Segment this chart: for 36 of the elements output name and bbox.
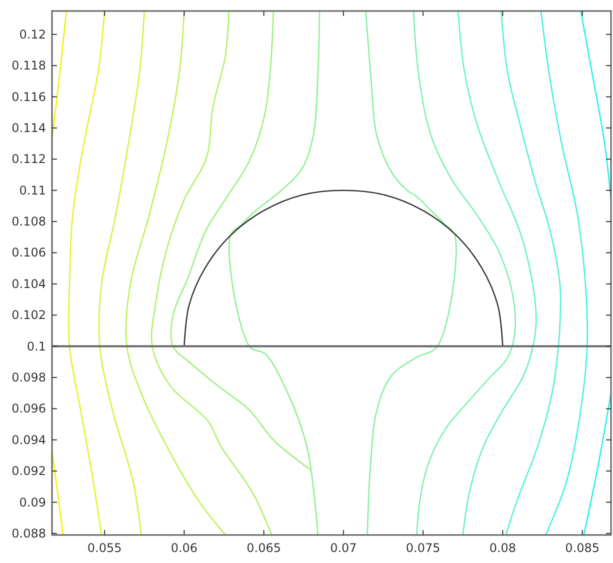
x-tick-label: 0.055 — [87, 541, 122, 555]
x-tick-label: 0.075 — [406, 541, 440, 555]
line-series — [125, 11, 226, 535]
y-tick-label: 0.092 — [12, 464, 46, 478]
x-tick-label: 0.06 — [170, 541, 198, 555]
x-tick-label: 0.065 — [246, 541, 281, 555]
y-tick-label: 0.09 — [19, 495, 46, 510]
y-tick-label: 0.12 — [19, 27, 46, 42]
y-tick-label: 0.1 — [26, 339, 46, 354]
y-tick-label: 0.106 — [12, 246, 46, 260]
y-tick-label: 0.118 — [12, 58, 46, 73]
y-tick-label: 0.098 — [12, 370, 46, 384]
line-series — [150, 11, 272, 535]
y-tick-label: 0.116 — [12, 90, 46, 104]
x-tick-label: 0.08 — [489, 541, 516, 555]
x-tick-label: 0.07 — [330, 541, 357, 555]
y-tick-label: 0.11 — [19, 183, 46, 198]
y-tick-label: 0.112 — [12, 152, 46, 166]
y-tick-label: 0.102 — [12, 308, 46, 322]
y-tick-label: 0.108 — [12, 214, 46, 229]
line-series — [500, 11, 562, 535]
y-tick-label: 0.088 — [12, 526, 46, 540]
line-series — [98, 11, 146, 535]
line-series — [68, 11, 106, 535]
line-series — [228, 11, 320, 535]
line-series — [365, 11, 457, 535]
line-series — [580, 11, 611, 200]
y-tick-label: 0.104 — [12, 276, 46, 291]
line-series — [412, 11, 516, 535]
line-series — [184, 190, 504, 347]
y-tick-label: 0.096 — [12, 402, 46, 416]
y-tick-label: 0.094 — [12, 432, 46, 447]
y-tick-label: 0.114 — [12, 120, 46, 135]
line-series — [457, 11, 537, 535]
x-tick-label: 0.085 — [565, 541, 600, 555]
line-series — [540, 11, 588, 535]
